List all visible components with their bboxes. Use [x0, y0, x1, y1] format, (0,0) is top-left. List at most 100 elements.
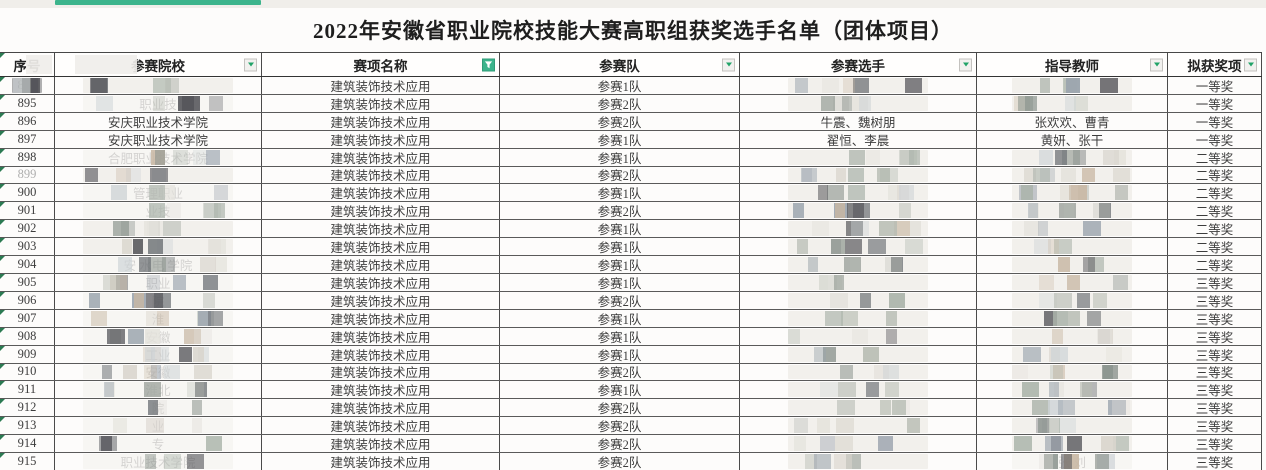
cell-serial[interactable]: 899: [0, 166, 55, 184]
cell-institution[interactable]: 院: [55, 399, 262, 417]
cell-players[interactable]: [740, 345, 977, 363]
cell-players[interactable]: [740, 435, 977, 453]
cell-institution[interactable]: 院: [55, 291, 262, 309]
header-teachers[interactable]: 指导教师: [977, 53, 1168, 76]
cell-event[interactable]: 建筑装饰技术应用: [262, 363, 500, 381]
cell-teachers[interactable]: [977, 399, 1168, 417]
cell-teachers[interactable]: [977, 256, 1168, 273]
cell-team[interactable]: 参赛1队: [500, 256, 740, 273]
cell-teachers[interactable]: [977, 220, 1168, 238]
cell-institution[interactable]: 业: [55, 417, 262, 435]
cell-teachers[interactable]: [977, 309, 1168, 327]
cell-players[interactable]: [740, 148, 977, 166]
cell-team[interactable]: 参赛2队: [500, 166, 740, 184]
cell-serial[interactable]: 900: [0, 184, 55, 202]
cell-institution[interactable]: 专: [55, 435, 262, 453]
cell-serial[interactable]: 903: [0, 238, 55, 256]
filter-dropdown-icon[interactable]: [722, 58, 735, 71]
cell-serial[interactable]: 909: [0, 345, 55, 363]
cell-teachers[interactable]: [977, 148, 1168, 166]
cell-players[interactable]: [740, 273, 977, 291]
cell-serial[interactable]: 908: [0, 327, 55, 345]
cell-institution[interactable]: 安徽: [55, 363, 262, 381]
cell-teachers[interactable]: [977, 381, 1168, 399]
cell-teachers[interactable]: [977, 77, 1168, 94]
cell-award[interactable]: 二等奖: [1168, 184, 1262, 202]
cell-institution[interactable]: 安庆职业技术学院: [55, 112, 262, 130]
cell-teachers[interactable]: [977, 273, 1168, 291]
cell-award[interactable]: 二等奖: [1168, 220, 1262, 238]
cell-event[interactable]: 建筑装饰技术应用: [262, 291, 500, 309]
cell-serial[interactable]: 910: [0, 363, 55, 381]
cell-award[interactable]: 一等奖: [1168, 94, 1262, 112]
cell-event[interactable]: 建筑装饰技术应用: [262, 453, 500, 470]
filter-dropdown-icon[interactable]: [1244, 58, 1257, 71]
cell-players[interactable]: [740, 309, 977, 327]
cell-serial[interactable]: 915: [0, 453, 55, 470]
cell-players[interactable]: [740, 327, 977, 345]
filter-dropdown-icon[interactable]: [959, 58, 972, 71]
cell-event[interactable]: 建筑装饰技术应用: [262, 94, 500, 112]
cell-serial[interactable]: 905: [0, 273, 55, 291]
cell-players[interactable]: [740, 202, 977, 220]
cell-players[interactable]: [740, 453, 977, 470]
cell-serial[interactable]: 906: [0, 291, 55, 309]
cell-teachers[interactable]: [977, 291, 1168, 309]
cell-award[interactable]: 三等奖: [1168, 309, 1262, 327]
cell-team[interactable]: 参赛2队: [500, 291, 740, 309]
cell-players[interactable]: [740, 399, 977, 417]
cell-award[interactable]: 一等奖: [1168, 130, 1262, 148]
cell-award[interactable]: 三等奖: [1168, 453, 1262, 470]
cell-team[interactable]: 参赛2队: [500, 94, 740, 112]
filter-dropdown-icon[interactable]: [244, 58, 257, 71]
cell-institution[interactable]: 职业技术学院: [55, 453, 262, 470]
cell-award[interactable]: 三等奖: [1168, 363, 1262, 381]
cell-teachers[interactable]: [977, 166, 1168, 184]
cell-event[interactable]: 建筑装饰技术应用: [262, 184, 500, 202]
cell-players[interactable]: [740, 256, 977, 273]
filter-active-icon[interactable]: [482, 58, 495, 71]
cell-award[interactable]: 三等奖: [1168, 399, 1262, 417]
cell-event[interactable]: 建筑装饰技术应用: [262, 112, 500, 130]
cell-award[interactable]: 一等奖: [1168, 77, 1262, 94]
cell-institution[interactable]: 安庆职业技术学院: [55, 130, 262, 148]
cell-event[interactable]: 建筑装饰技术应用: [262, 148, 500, 166]
cell-teachers[interactable]: [977, 184, 1168, 202]
cell-players[interactable]: [740, 166, 977, 184]
cell-institution[interactable]: 淮: [55, 309, 262, 327]
cell-serial[interactable]: 913: [0, 417, 55, 435]
cell-event[interactable]: 建筑装饰技术应用: [262, 381, 500, 399]
cell-event[interactable]: 建筑装饰技术应用: [262, 417, 500, 435]
cell-team[interactable]: 参赛1队: [500, 381, 740, 399]
cell-team[interactable]: 参赛1队: [500, 345, 740, 363]
cell-institution[interactable]: 职业: [55, 273, 262, 291]
cell-teachers[interactable]: [977, 327, 1168, 345]
cell-players[interactable]: [740, 94, 977, 112]
cell-team[interactable]: 参赛1队: [500, 327, 740, 345]
cell-event[interactable]: 建筑装饰技术应用: [262, 202, 500, 220]
cell-team[interactable]: 参赛2队: [500, 399, 740, 417]
cell-teachers[interactable]: [977, 202, 1168, 220]
cell-team[interactable]: 参赛2队: [500, 435, 740, 453]
header-award[interactable]: 拟获奖项: [1168, 53, 1262, 76]
cell-team[interactable]: 参赛2队: [500, 417, 740, 435]
cell-serial[interactable]: 911: [0, 381, 55, 399]
cell-event[interactable]: 建筑装饰技术应用: [262, 399, 500, 417]
cell-institution[interactable]: 合肥职业技术学院: [55, 148, 262, 166]
cell-award[interactable]: 二等奖: [1168, 238, 1262, 256]
cell-award[interactable]: 三等奖: [1168, 435, 1262, 453]
cell-award[interactable]: 三等奖: [1168, 345, 1262, 363]
cell-players[interactable]: [740, 238, 977, 256]
cell-institution[interactable]: [55, 238, 262, 256]
cell-teachers[interactable]: 张 刘: [977, 453, 1168, 470]
cell-serial[interactable]: 901: [0, 202, 55, 220]
header-event[interactable]: 赛项名称: [262, 53, 500, 76]
cell-serial[interactable]: 912: [0, 399, 55, 417]
cell-institution[interactable]: 淮北: [55, 381, 262, 399]
cell-institution[interactable]: 工业: [55, 345, 262, 363]
cell-players[interactable]: [740, 184, 977, 202]
cell-award[interactable]: 三等奖: [1168, 381, 1262, 399]
header-team[interactable]: 参赛队: [500, 53, 740, 76]
cell-teachers[interactable]: [977, 94, 1168, 112]
cell-event[interactable]: 建筑装饰技术应用: [262, 130, 500, 148]
